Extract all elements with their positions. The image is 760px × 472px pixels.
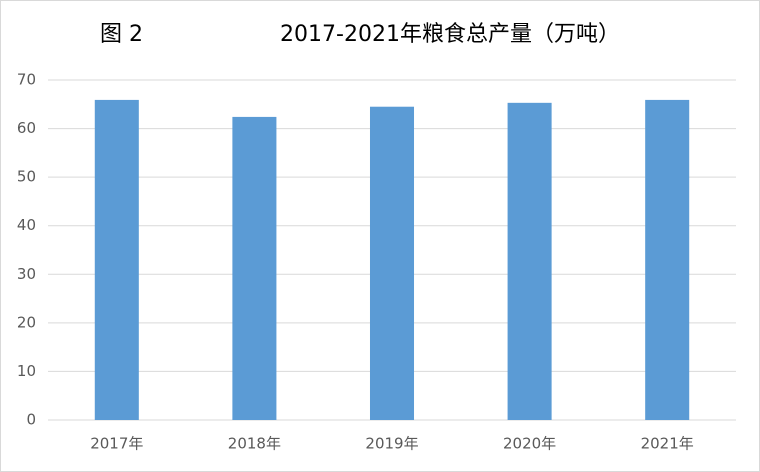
bar (507, 102, 552, 420)
y-tick-label: 60 (17, 119, 36, 137)
x-tick-label: 2018年 (228, 435, 281, 453)
chart-title: 2017-2021年粮食总产量（万吨） (280, 22, 620, 47)
x-tick-label: 2019年 (365, 435, 418, 453)
y-tick-label: 70 (17, 71, 36, 89)
y-tick-label: 10 (17, 362, 36, 380)
bar (232, 116, 277, 421)
x-tick-label: 2020年 (503, 435, 556, 453)
figure-label: 图 2 (100, 22, 143, 47)
y-tick-label: 30 (17, 265, 36, 283)
bar (94, 99, 139, 421)
x-tick-label: 2021年 (641, 435, 694, 453)
bar (369, 106, 415, 420)
x-tick-label: 2017年 (90, 435, 143, 453)
y-tick-label: 40 (17, 216, 36, 234)
bar (645, 99, 690, 421)
y-tick-label: 0 (26, 411, 36, 429)
y-tick-label: 20 (17, 313, 36, 331)
y-tick-label: 50 (17, 168, 36, 186)
